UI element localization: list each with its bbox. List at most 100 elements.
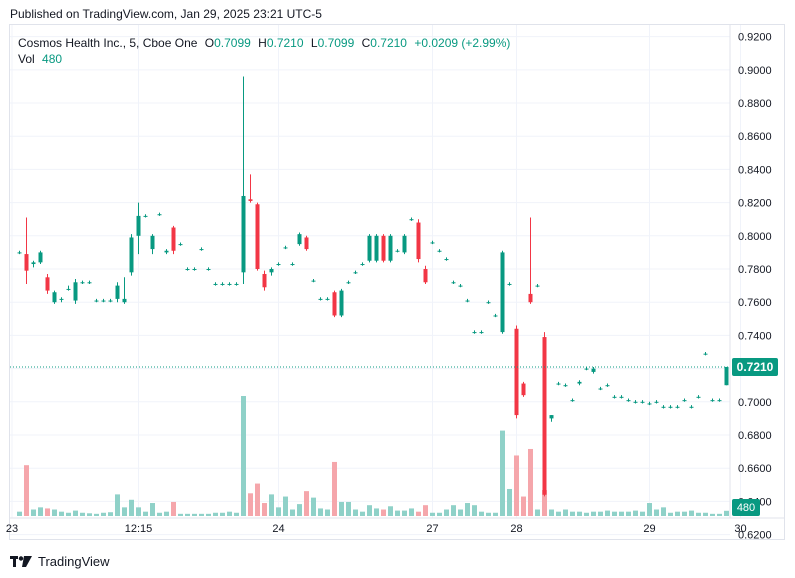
candle-body — [598, 388, 603, 390]
candle-body — [542, 337, 547, 495]
high-value: 0.7210 — [266, 36, 304, 50]
candle-body — [17, 252, 22, 254]
tradingview-logo-icon — [10, 556, 32, 567]
volume-bar — [500, 430, 505, 516]
candle-body — [241, 195, 246, 273]
volume-bar — [360, 511, 365, 516]
volume-bar — [395, 510, 400, 516]
open-value: 0.7099 — [214, 36, 251, 50]
volume-bar — [675, 511, 680, 516]
candle-body — [703, 353, 708, 355]
candle-body — [388, 235, 393, 261]
candle-body — [59, 298, 64, 300]
volume-bar — [444, 509, 449, 516]
volume-bar — [717, 513, 722, 516]
candle-body — [311, 280, 316, 282]
volume-bar — [213, 512, 218, 516]
candle-body — [430, 242, 435, 244]
volume-bar — [486, 512, 491, 516]
candle-body — [157, 214, 162, 216]
volume-bar — [297, 504, 302, 516]
volume-bar — [563, 509, 568, 516]
ohlc-row: Cosmos Health Inc., 5, Cboe One O0.7099 … — [18, 35, 510, 51]
volume-bar — [185, 513, 190, 516]
volume-bar — [45, 508, 50, 516]
candle-body — [73, 282, 78, 301]
volume-bar — [339, 501, 344, 516]
volume-bar — [402, 510, 407, 516]
candle-body — [409, 219, 414, 221]
footer-brand[interactable]: TradingView — [10, 552, 110, 570]
y-tick-label: 0.6800 — [738, 430, 772, 442]
volume-bar — [535, 509, 540, 516]
candle-body — [717, 400, 722, 402]
volume-bar — [17, 511, 22, 516]
candle-body — [129, 237, 134, 273]
chart-legend: Cosmos Health Inc., 5, Cboe One O0.7099 … — [18, 35, 510, 67]
volume-bar — [227, 511, 232, 516]
volume-bar — [157, 512, 162, 516]
volume-bar — [199, 513, 204, 516]
candle-body — [500, 252, 505, 333]
candle-body — [584, 368, 589, 370]
volume-bar — [710, 513, 715, 516]
volume-bar — [626, 511, 631, 516]
candle-body — [171, 227, 176, 251]
volume-bar — [423, 505, 428, 516]
volume-bar — [577, 511, 582, 516]
candle-body — [325, 298, 330, 300]
volume-bar — [479, 511, 484, 516]
candle-body — [164, 250, 169, 253]
candle-body — [192, 269, 197, 271]
x-tick-label: 27 — [426, 523, 438, 535]
y-tick-label: 0.7600 — [738, 297, 772, 309]
candle-body — [353, 272, 358, 274]
volume-bar — [101, 512, 106, 516]
candle-body — [521, 383, 526, 396]
volume-bar — [192, 513, 197, 516]
y-tick-label: 0.8600 — [738, 131, 772, 143]
y-tick-label: 0.8400 — [738, 164, 772, 176]
volume-bar — [269, 494, 274, 516]
candle-body — [52, 292, 57, 303]
volume-bar — [605, 510, 610, 516]
low-label: L — [310, 36, 318, 50]
candle-body — [346, 282, 351, 284]
candle-body — [612, 396, 617, 398]
volume-bar — [178, 513, 183, 516]
volume-bar — [94, 513, 99, 516]
volume-bar — [80, 512, 85, 516]
volume-bar — [409, 508, 414, 516]
candle-body — [507, 283, 512, 285]
high-label: H — [258, 36, 267, 50]
volume-bar — [570, 511, 575, 516]
candle-body — [178, 244, 183, 246]
volume-bar — [465, 503, 470, 516]
candle-body — [535, 285, 540, 287]
volume-bar — [388, 506, 393, 516]
volume-bar — [234, 512, 239, 516]
candle-body — [367, 235, 372, 261]
volume-bar — [472, 505, 477, 516]
candle-body — [66, 288, 71, 290]
volume-bar — [689, 510, 694, 516]
volume-label: Vol — [18, 52, 35, 66]
candle-body — [668, 406, 673, 408]
candle-body — [654, 401, 659, 403]
candle-body — [661, 406, 666, 408]
close-label: C — [361, 36, 371, 50]
y-tick-label: 0.8800 — [738, 98, 772, 110]
last-price-label: 0.7210 — [737, 360, 774, 374]
candle-body — [472, 332, 477, 334]
volume-bar — [171, 501, 176, 516]
candle-body — [381, 235, 386, 261]
volume-bar — [24, 465, 29, 516]
y-tick-label: 0.6600 — [738, 463, 772, 475]
volume-bar — [514, 455, 519, 516]
volume-bar — [549, 509, 554, 516]
volume-bar — [451, 505, 456, 516]
candle-body — [647, 403, 652, 405]
volume-bar — [346, 501, 351, 516]
candle-body — [570, 400, 575, 402]
